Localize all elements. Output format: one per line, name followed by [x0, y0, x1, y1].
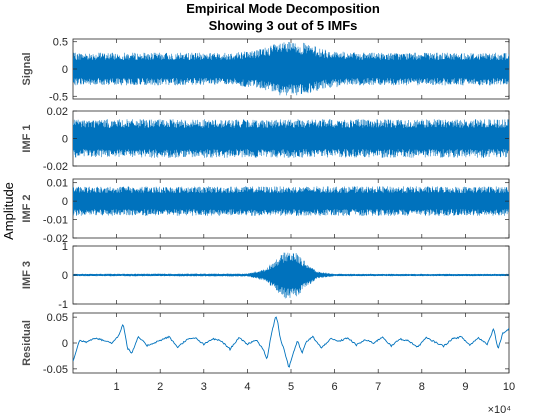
panel-frame: [72, 312, 510, 374]
panel-residual: -0.05 0 0.05 Residual: [21, 312, 510, 376]
x-exponent-label: ×10⁴: [488, 404, 512, 416]
x-tick-label: 2: [157, 381, 163, 393]
series-line: [73, 316, 509, 368]
y-tick-label: -0.05: [43, 364, 68, 376]
x-tick-label: 1: [114, 381, 120, 393]
y-tick-label: -0.01: [43, 215, 68, 227]
y-axis-label: Amplitude: [1, 182, 16, 240]
panel-imf-3: -1 0 1 IMF 3: [21, 241, 510, 311]
y-tick-label: -1: [58, 299, 68, 311]
y-tick-label: 0: [62, 338, 68, 350]
x-tick-label: 7: [375, 381, 381, 393]
x-tick-label: 8: [419, 381, 425, 393]
x-tick-label: 5: [288, 381, 294, 393]
y-tick-label: -0.5: [49, 91, 68, 103]
x-tick-label: 10: [503, 381, 515, 393]
x-tick-label: 9: [462, 381, 468, 393]
y-tick-label: 0.02: [47, 106, 68, 118]
panel-imf-2: -0.02 -0.01 0 0.01 IMF 2: [21, 178, 510, 245]
y-tick-label: 0: [62, 64, 68, 76]
series-line: [73, 186, 509, 216]
x-tick-label: 6: [332, 381, 338, 393]
series-line: [73, 41, 509, 96]
chart-title-line-1: Empirical Mode Decomposition: [186, 1, 380, 16]
y-tick-label: 0: [62, 134, 68, 146]
y-tick-label: -0.02: [43, 233, 68, 245]
panel-label: IMF 1: [21, 124, 33, 152]
y-tick-label: 0: [62, 270, 68, 282]
series-line: [73, 252, 509, 299]
y-tick-label: 0.5: [53, 37, 68, 49]
y-tick-label: -0.02: [43, 161, 68, 173]
y-tick-label: 0.01: [47, 178, 68, 190]
series-line: [73, 119, 509, 158]
y-tick-label: 0.05: [47, 312, 68, 324]
x-tick-label: 4: [244, 381, 250, 393]
panel-label: Residual: [21, 320, 33, 366]
panel-imf-1: -0.02 0 0.02 IMF 1: [21, 106, 510, 173]
panel-label: IMF 3: [21, 261, 33, 289]
x-tick-label: 3: [201, 381, 207, 393]
panel-signal: -0.5 0 0.5 Signal: [21, 37, 510, 103]
chart-title-line-2: Showing 3 out of 5 IMFs: [209, 18, 358, 33]
y-tick-label: 1: [62, 241, 68, 253]
panel-label: IMF 2: [21, 194, 33, 222]
subplot-panels: -0.5 0 0.5 Signal -0.02 0 0.02 IMF 1 -0.02 -0.01 0…: [21, 37, 510, 376]
x-axis: 1 2 3 4 5 6 7 8 9 10 ×10⁴: [114, 381, 516, 416]
panel-label: Signal: [21, 52, 33, 85]
y-tick-label: 0: [62, 196, 68, 208]
